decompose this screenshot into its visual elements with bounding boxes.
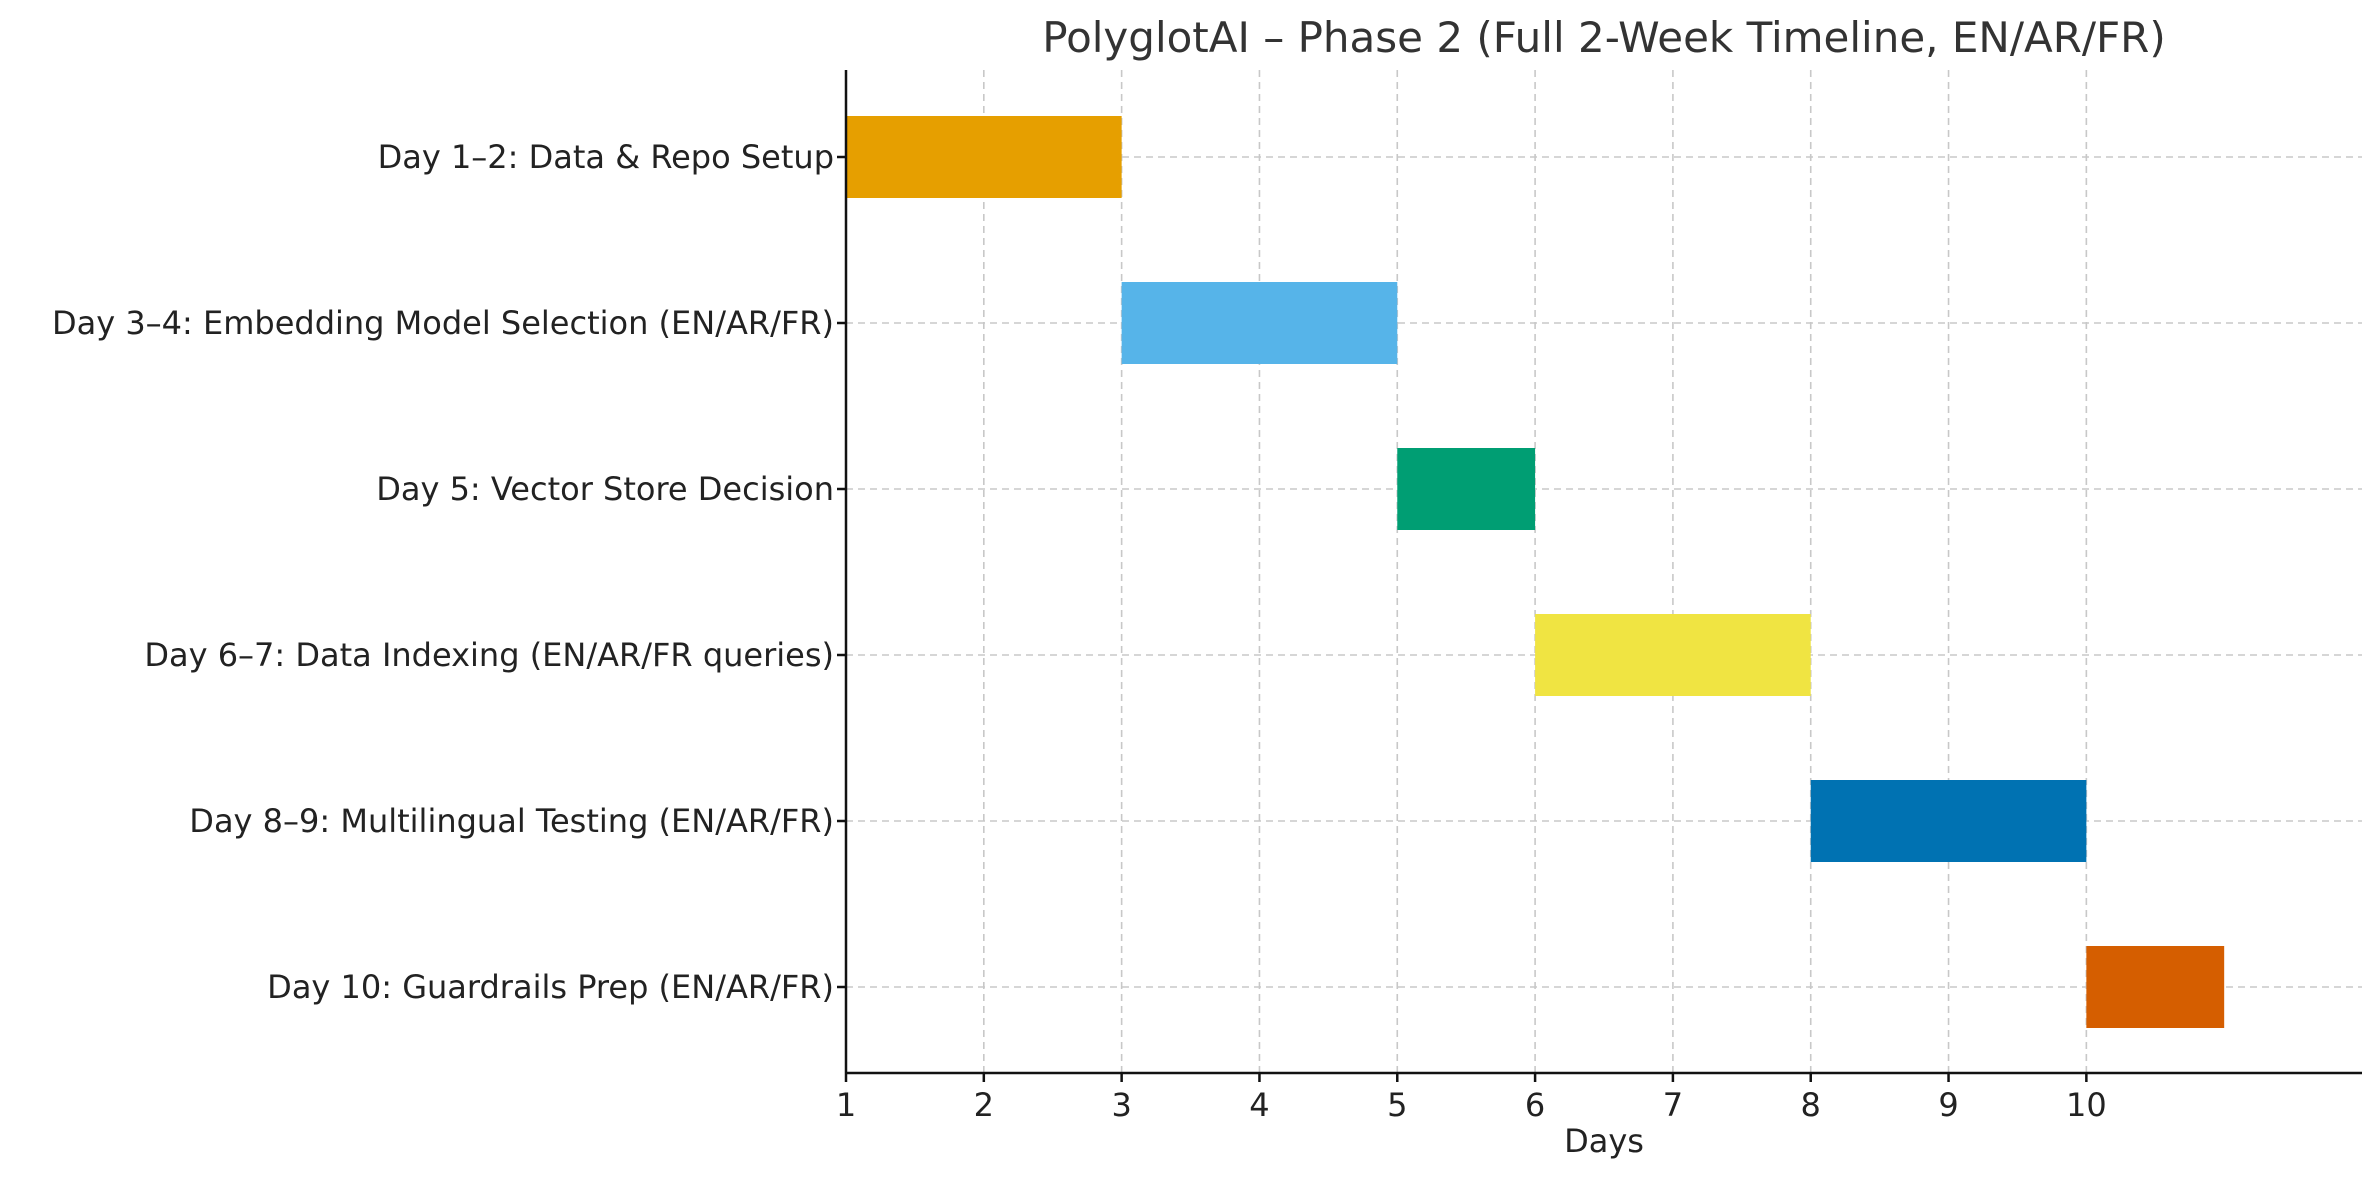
x-tick-label: 1 — [836, 1086, 856, 1124]
chart-title: PolyglotAI – Phase 2 (Full 2-Week Timeli… — [1042, 13, 2166, 62]
task-bars — [846, 116, 2225, 1028]
y-tick-label: Day 10: Guardrails Prep (EN/AR/FR) — [267, 968, 834, 1006]
x-tick-label: 3 — [1111, 1086, 1131, 1124]
task-bar — [1397, 448, 1536, 530]
x-tick-label: 9 — [1938, 1086, 1958, 1124]
y-tick-label: Day 6–7: Data Indexing (EN/AR/FR queries… — [144, 636, 834, 674]
x-tick-label: 6 — [1525, 1086, 1545, 1124]
y-tick-label: Day 5: Vector Store Decision — [376, 470, 834, 508]
x-tick-label: 10 — [2066, 1086, 2107, 1124]
x-tick-label: 7 — [1663, 1086, 1683, 1124]
task-bar — [846, 116, 1122, 198]
task-bar — [1810, 780, 2087, 862]
task-bar — [1121, 282, 1398, 364]
x-tick-labels: 1 2 3 4 5 6 7 8 9 10 — [836, 1073, 2107, 1124]
x-tick-label: 5 — [1387, 1086, 1407, 1124]
grid-lines — [845, 70, 2362, 1073]
x-tick-label: 2 — [974, 1086, 994, 1124]
y-tick-labels: Day 1–2: Data & Repo Setup Day 3–4: Embed… — [52, 138, 846, 1006]
x-axis-label: Days — [1564, 1122, 1644, 1160]
y-tick-label: Day 1–2: Data & Repo Setup — [378, 138, 834, 176]
y-tick-label: Day 8–9: Multilingual Testing (EN/AR/FR) — [189, 802, 834, 840]
y-tick-label: Day 3–4: Embedding Model Selection (EN/A… — [52, 304, 834, 342]
task-bar — [2086, 946, 2225, 1028]
task-bar — [1535, 614, 1811, 696]
x-tick-label: 8 — [1801, 1086, 1821, 1124]
x-tick-label: 4 — [1249, 1086, 1269, 1124]
axes — [844, 70, 2362, 1075]
